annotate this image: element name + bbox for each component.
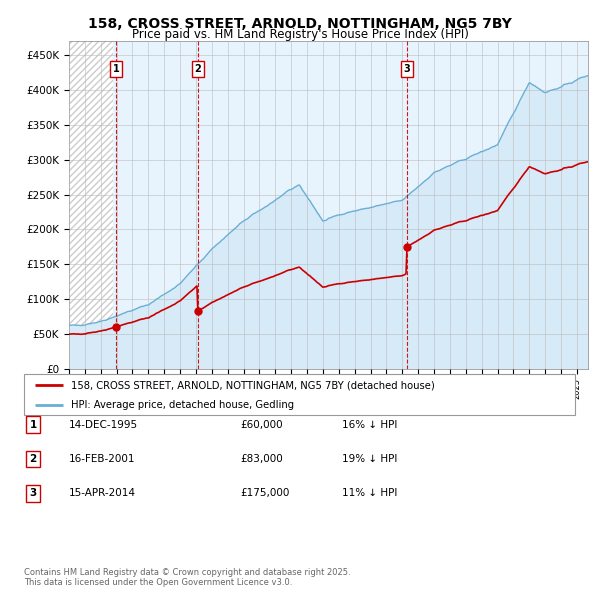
Text: Price paid vs. HM Land Registry's House Price Index (HPI): Price paid vs. HM Land Registry's House …: [131, 28, 469, 41]
Text: £175,000: £175,000: [240, 489, 289, 498]
Text: 16-FEB-2001: 16-FEB-2001: [69, 454, 136, 464]
Text: 1: 1: [29, 420, 37, 430]
Text: 2: 2: [194, 64, 201, 74]
Text: 16% ↓ HPI: 16% ↓ HPI: [342, 420, 397, 430]
Text: 15-APR-2014: 15-APR-2014: [69, 489, 136, 498]
Text: £60,000: £60,000: [240, 420, 283, 430]
Text: £83,000: £83,000: [240, 454, 283, 464]
Text: 3: 3: [404, 64, 410, 74]
Text: 158, CROSS STREET, ARNOLD, NOTTINGHAM, NG5 7BY: 158, CROSS STREET, ARNOLD, NOTTINGHAM, N…: [88, 17, 512, 31]
Text: 19% ↓ HPI: 19% ↓ HPI: [342, 454, 397, 464]
Text: HPI: Average price, detached house, Gedling: HPI: Average price, detached house, Gedl…: [71, 401, 294, 410]
Text: 3: 3: [29, 489, 37, 498]
Text: 11% ↓ HPI: 11% ↓ HPI: [342, 489, 397, 498]
FancyBboxPatch shape: [24, 374, 575, 415]
Text: 2: 2: [29, 454, 37, 464]
Text: 1: 1: [113, 64, 119, 74]
Text: 158, CROSS STREET, ARNOLD, NOTTINGHAM, NG5 7BY (detached house): 158, CROSS STREET, ARNOLD, NOTTINGHAM, N…: [71, 381, 434, 391]
Polygon shape: [69, 41, 113, 369]
Text: Contains HM Land Registry data © Crown copyright and database right 2025.
This d: Contains HM Land Registry data © Crown c…: [24, 568, 350, 587]
Text: 14-DEC-1995: 14-DEC-1995: [69, 420, 138, 430]
